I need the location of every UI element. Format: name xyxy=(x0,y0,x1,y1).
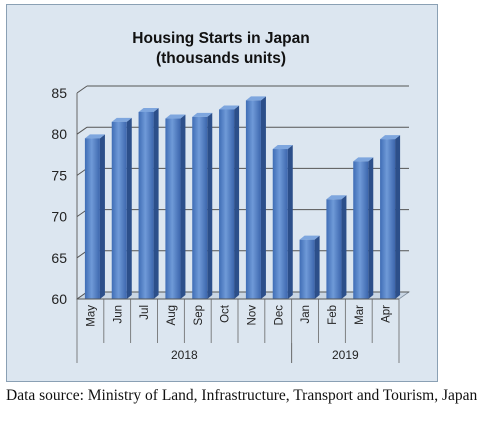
x-tick-label: Jun xyxy=(112,305,124,324)
bar xyxy=(138,111,154,300)
y-tick-label: 80 xyxy=(51,126,67,142)
x-tick-label: Nov xyxy=(246,305,258,326)
bar-side xyxy=(180,114,186,299)
bar-side xyxy=(234,105,240,299)
y-tick-label: 85 xyxy=(51,85,67,101)
bar-top xyxy=(84,134,105,139)
group-label: 2018 xyxy=(171,348,198,362)
bar-side xyxy=(395,135,401,299)
bar xyxy=(299,239,315,299)
bar xyxy=(380,139,396,299)
x-tick-label: Jan xyxy=(300,305,312,324)
y-tick-label: 60 xyxy=(51,291,67,307)
bar-top xyxy=(165,114,186,119)
y-tick-label: 65 xyxy=(51,250,67,266)
chart-title-line-1: Housing Starts in Japan xyxy=(132,30,309,47)
bar-side xyxy=(287,145,293,299)
bar xyxy=(272,149,288,299)
x-tick-label: Aug xyxy=(166,305,178,325)
bar-top xyxy=(138,107,159,112)
chart-title-line-2: (thousands units) xyxy=(156,50,286,67)
x-tick-label: Feb xyxy=(327,305,339,325)
x-tick-label: Mar xyxy=(354,305,366,325)
bar xyxy=(219,109,235,299)
x-tick-label: Sep xyxy=(193,305,205,325)
bar xyxy=(326,199,342,299)
bar xyxy=(84,138,100,299)
x-tick-label: Apr xyxy=(381,305,393,323)
bar-top xyxy=(353,157,374,162)
chart-frame: Housing Starts in Japan (thousands units… xyxy=(6,4,438,382)
y-tick-label: 70 xyxy=(51,209,67,225)
bar-side xyxy=(368,157,374,299)
bar-top xyxy=(380,135,401,140)
bar xyxy=(192,116,208,300)
bar-top xyxy=(272,145,293,150)
bar-top xyxy=(245,96,266,101)
bar-top xyxy=(299,235,320,240)
x-tick-label: May xyxy=(85,305,97,327)
bar xyxy=(111,121,127,299)
bar-top xyxy=(219,105,240,110)
bar-top xyxy=(111,117,132,122)
bar-side xyxy=(207,112,213,300)
x-tick-label: Jul xyxy=(139,305,151,320)
bar xyxy=(245,100,261,299)
data-source-note: Data source: Ministry of Land, Infrastru… xyxy=(6,387,478,404)
x-tick-label: Oct xyxy=(220,304,232,323)
bar-side xyxy=(126,117,132,299)
chart-canvas: Housing Starts in Japan (thousands units… xyxy=(51,30,411,363)
bar-side xyxy=(260,96,266,299)
gridline-depth xyxy=(76,126,88,135)
bar-side xyxy=(153,107,159,300)
bar-top xyxy=(192,112,213,117)
group-label: 2019 xyxy=(332,348,359,362)
bar-side xyxy=(99,134,105,299)
bar xyxy=(353,161,369,299)
x-tick-label: Dec xyxy=(273,305,285,326)
bar-top xyxy=(326,195,347,200)
plot-area: 85 80 75 70 65 60 May Jun Jul Aug Sep Oct Nov Dec Jan F… xyxy=(51,85,411,363)
bar xyxy=(165,118,181,299)
bar-side xyxy=(341,195,347,299)
gridline-depth xyxy=(76,85,88,94)
y-tick-label: 75 xyxy=(51,167,67,183)
bar-side xyxy=(314,235,320,299)
